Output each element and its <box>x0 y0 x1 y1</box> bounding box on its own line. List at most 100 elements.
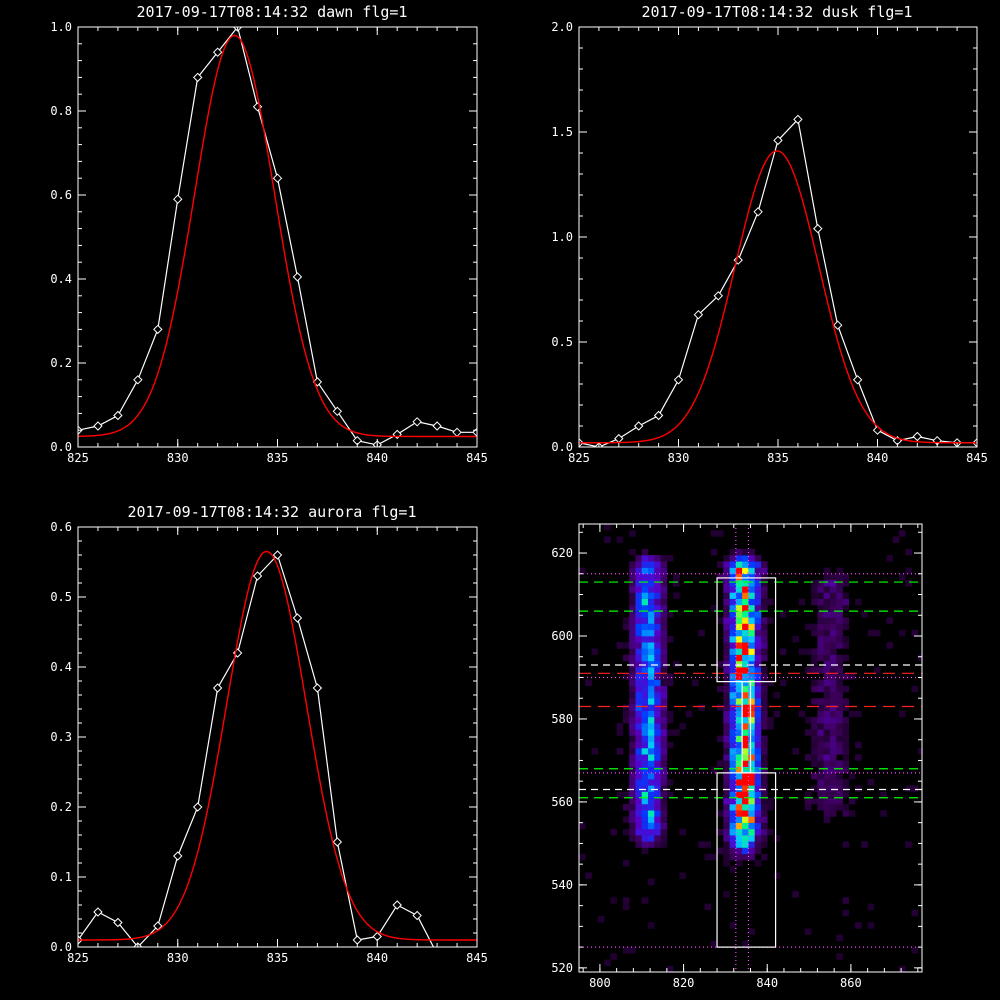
heatmap-cell <box>767 804 774 811</box>
heatmap-cell <box>754 623 762 631</box>
heatmap-cell <box>629 623 636 631</box>
heatmap-cell <box>648 567 655 575</box>
heatmap-cell <box>629 735 636 743</box>
heatmap-cell <box>717 828 724 836</box>
heatmap-cell <box>723 611 730 618</box>
heatmap-cell <box>742 667 749 674</box>
heatmap-cell <box>761 723 768 730</box>
heatmap-cell <box>648 810 655 817</box>
heatmap-cell <box>635 797 643 805</box>
heatmap-cell <box>817 580 824 587</box>
heatmap-cell <box>735 617 743 624</box>
heatmap-cell <box>729 748 737 755</box>
heatmap-cell <box>754 741 762 749</box>
heatmap-cell <box>761 841 768 848</box>
aurora-data-point <box>332 837 343 847</box>
heatmap-cell <box>823 810 831 817</box>
heatmap-cell <box>748 654 755 662</box>
heatmap-cell <box>648 636 655 643</box>
heatmap-cell <box>754 667 762 674</box>
heatmap-cell <box>654 604 661 612</box>
heatmap-cell <box>761 654 768 662</box>
heatmap-cell <box>648 735 655 743</box>
y-tick-label: 0.0 <box>50 940 72 954</box>
heatmap-cell <box>754 797 762 805</box>
heatmap-cell <box>654 567 661 575</box>
heatmap-cell <box>804 754 812 761</box>
heatmap-cell <box>641 822 649 830</box>
heatmap-cell <box>823 723 831 730</box>
heatmap-cell <box>641 841 649 848</box>
heatmap-cell <box>761 704 768 711</box>
heatmap-cell <box>830 692 837 699</box>
heatmap-cell <box>729 741 737 749</box>
dawn-data-point <box>153 324 163 335</box>
heatmap-cell <box>748 816 755 823</box>
heatmap-cell <box>817 785 824 792</box>
heatmap-cell <box>666 779 674 786</box>
heatmap-cell <box>830 716 837 724</box>
heatmap-cell <box>717 561 724 568</box>
heatmap-cell <box>635 723 643 730</box>
heatmap-cell <box>836 729 843 736</box>
heatmap-cell <box>748 555 755 562</box>
heatmap-cell <box>654 716 661 724</box>
heatmap-cell <box>660 797 668 805</box>
heatmap-cell <box>823 636 831 643</box>
x-tick-label: 845 <box>966 451 988 465</box>
heatmap-cell <box>830 698 837 705</box>
dawn-data-point <box>412 417 422 427</box>
heatmap-cell <box>635 642 643 649</box>
heatmap-cell <box>723 660 730 668</box>
heatmap-cell <box>635 841 643 848</box>
heatmap-cell <box>811 685 818 693</box>
x-tick-label: 820 <box>673 976 695 990</box>
heatmap-cell <box>761 604 768 612</box>
heatmap-cell <box>654 648 661 655</box>
heatmap-cell <box>754 710 762 718</box>
heatmap-cell <box>648 685 655 693</box>
selection-box <box>741 681 752 774</box>
heatmap-cell <box>767 797 774 805</box>
heatmap-cell <box>836 629 843 637</box>
heatmap-cell <box>748 804 755 811</box>
heatmap-cell <box>660 816 668 823</box>
heatmap-cell <box>748 754 755 761</box>
heatmap-cell <box>735 810 743 817</box>
heatmap-cell <box>761 598 768 606</box>
heatmap-cell <box>798 648 806 655</box>
heatmap-cell <box>648 835 655 842</box>
heatmap-cell <box>836 679 843 687</box>
heatmap-cell <box>729 642 737 649</box>
heatmap-cell <box>761 816 768 823</box>
y-tick-label: 0.6 <box>50 520 72 534</box>
aurora-data-point <box>212 683 223 693</box>
dawn-fit-curve <box>78 34 477 438</box>
heatmap-cell <box>641 592 649 599</box>
heatmap-cell <box>761 804 768 811</box>
heatmap-cell <box>610 828 617 836</box>
heatmap-cell <box>704 903 712 911</box>
heatmap-cell <box>622 791 630 799</box>
heatmap-cell <box>666 611 674 618</box>
dawn-data-point <box>432 421 442 431</box>
heatmap-cell <box>641 754 649 761</box>
heatmap-cell <box>635 816 643 823</box>
heatmap-cell <box>836 934 843 942</box>
heatmap-cell <box>754 704 762 711</box>
heatmap-cell <box>723 841 730 848</box>
heatmap-cell <box>842 698 850 705</box>
heatmap-cell <box>666 673 674 680</box>
heatmap-cell <box>641 741 649 749</box>
y-tick-label: 600 <box>551 629 573 643</box>
x-tick-label: 835 <box>267 451 289 465</box>
heatmap-cell <box>723 741 730 749</box>
heatmap-cell <box>842 804 850 811</box>
heatmap-cell <box>648 573 655 581</box>
heatmap-cell <box>729 766 737 774</box>
heatmap-cell <box>748 772 755 780</box>
heatmap-cell <box>629 654 636 662</box>
heatmap-cell <box>660 729 668 736</box>
heatmap-cell <box>629 573 636 581</box>
heatmap-cell <box>848 673 856 680</box>
